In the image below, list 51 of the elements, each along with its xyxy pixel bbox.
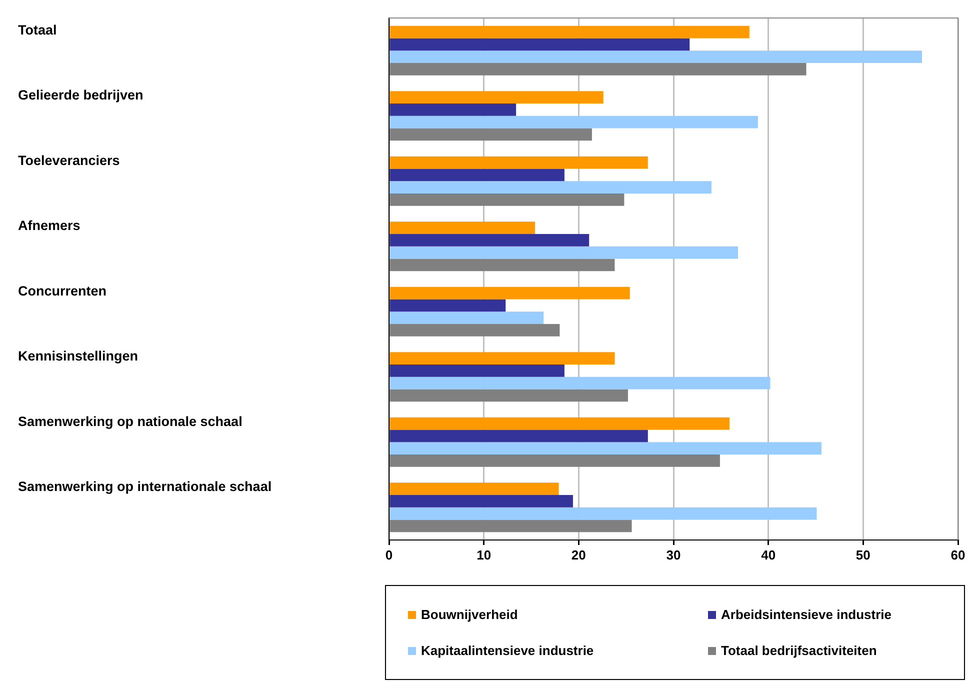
legend-label: Totaal bedrijfsactiviteiten <box>721 643 877 658</box>
x-tick-label: 0 <box>385 547 393 562</box>
y-tick-label: Toeleveranciers <box>18 152 120 168</box>
bar <box>390 376 770 390</box>
bar <box>390 430 648 442</box>
bar <box>390 38 690 51</box>
bar <box>390 50 922 64</box>
x-tick-label: 30 <box>666 547 681 562</box>
bar <box>390 116 758 128</box>
bar <box>390 299 506 312</box>
bar <box>390 103 516 116</box>
x-tick-label: 40 <box>761 547 776 562</box>
x-tick-label: 50 <box>856 547 870 562</box>
bar <box>390 494 573 508</box>
legend-label: Arbeidsintensieve industrie <box>721 607 892 622</box>
bar <box>390 454 720 467</box>
bar <box>390 417 730 430</box>
legend-label: Kapitaalintensieve industrie <box>421 643 594 658</box>
bar <box>390 234 590 246</box>
x-tick-label: 60 <box>950 547 966 562</box>
y-tick-label: Totaal <box>18 22 57 38</box>
y-tick-label: Gelieerde bedrijven <box>18 88 144 103</box>
x-tick-label: 20 <box>571 547 586 562</box>
legend-label: Bouwnijverheid <box>421 607 518 622</box>
bar <box>390 507 817 520</box>
bar <box>390 258 615 272</box>
bar <box>390 128 592 141</box>
bar <box>390 63 806 76</box>
bar <box>390 324 560 336</box>
bar <box>390 194 624 206</box>
bar <box>390 352 615 364</box>
bar <box>390 482 559 495</box>
y-tick-label: Concurrenten <box>18 283 107 298</box>
bar <box>390 26 750 38</box>
bar <box>390 156 648 169</box>
x-tick-label: 10 <box>476 547 492 562</box>
bar <box>390 520 632 532</box>
y-tick-label: Samenwerking op internationale schaal <box>18 479 272 494</box>
bar <box>390 312 544 324</box>
bar <box>390 442 822 455</box>
bar <box>390 246 738 259</box>
y-tick-label: Afnemers <box>18 218 80 234</box>
y-tick-label: Samenwerking op nationale schaal <box>18 414 242 429</box>
bar <box>390 222 536 234</box>
bar <box>390 91 604 104</box>
bar <box>390 181 712 194</box>
y-tick-label: Kennisinstellingen <box>18 348 138 364</box>
bar <box>390 364 564 377</box>
bar <box>390 389 628 402</box>
bar <box>390 168 564 182</box>
bar <box>390 286 630 300</box>
